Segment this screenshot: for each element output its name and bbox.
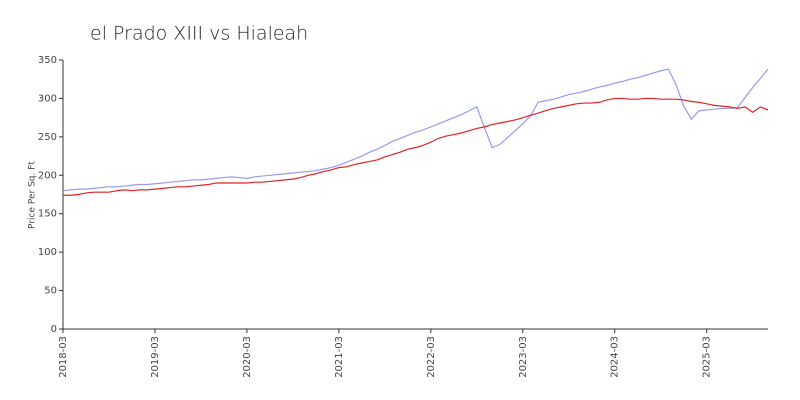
series-line bbox=[63, 97, 769, 196]
y-tick-label: 200 bbox=[38, 170, 57, 181]
x-tick-label: 2020-03 bbox=[242, 336, 253, 378]
series-line bbox=[62, 68, 769, 192]
x-tick-label: 2021-03 bbox=[334, 336, 345, 378]
x-tick-label: 2018-03 bbox=[58, 336, 69, 378]
chart-title: el Prado XIII vs Hialeah bbox=[90, 23, 308, 45]
x-tick-label: 2019-03 bbox=[150, 336, 161, 378]
x-tick-label: 2022-03 bbox=[426, 336, 437, 378]
y-tick-label: 300 bbox=[38, 93, 57, 104]
y-tick-label: 350 bbox=[38, 55, 57, 66]
y-axis-label: Price Per Sq. Ft bbox=[28, 161, 38, 229]
x-tick-label: 2023-03 bbox=[518, 336, 529, 378]
y-tick-label: 50 bbox=[44, 286, 57, 297]
y-tick-label: 0 bbox=[51, 324, 57, 335]
y-tick-label: 100 bbox=[38, 247, 57, 258]
x-tick-label: 2025-03 bbox=[702, 336, 713, 378]
y-tick-label: 250 bbox=[38, 132, 57, 143]
y-tick-label: 150 bbox=[38, 209, 57, 220]
x-tick-label: 2024-03 bbox=[610, 336, 621, 378]
